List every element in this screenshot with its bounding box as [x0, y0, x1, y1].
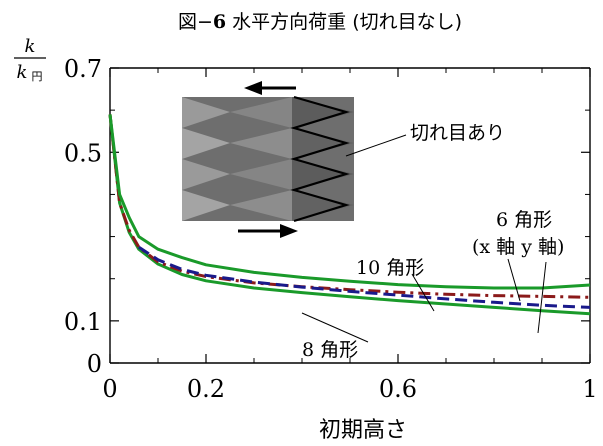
inset-illustration	[182, 81, 354, 238]
inset-fold-light-2	[182, 128, 230, 159]
y-tick-label: 0.1	[64, 308, 102, 336]
leader-6-right	[537, 261, 547, 334]
y-label-subscript: 円	[32, 70, 43, 83]
inset-fold-light-3	[182, 159, 230, 190]
y-label-denominator: k	[17, 62, 28, 83]
annotation-10: 10 角形	[356, 257, 424, 279]
ticks	[109, 67, 591, 364]
annotation-axes: (x 軸 y 軸)	[472, 236, 564, 258]
inset-fold-dark-4	[292, 190, 354, 221]
x-tick-label: 0	[102, 375, 117, 403]
inset-fold-dark-3	[292, 159, 354, 190]
series-line-s6x	[108, 114, 591, 290]
inset-fold-light-4	[182, 190, 230, 221]
series-line-s6y	[137, 245, 591, 309]
y-tick-label: 0	[87, 350, 102, 378]
y-label-numerator: k	[25, 36, 36, 57]
inset-fold-mid-3	[230, 159, 292, 190]
inset-fold-mid-2	[230, 128, 292, 159]
x-tick-label: 0.6	[379, 375, 417, 403]
leader-6-left	[507, 258, 521, 302]
annotation-6: 6 角形	[496, 209, 552, 231]
inset-fold-mid-4	[230, 190, 292, 221]
chart-title: 図−6 水平方向荷重 (切れ目なし)	[178, 11, 462, 33]
y-tick-label: 0.7	[64, 55, 102, 83]
inset-zigzag-line	[290, 95, 350, 223]
plot-series	[108, 114, 591, 316]
leader-cut	[345, 134, 407, 157]
x-tick-label: 0.2	[187, 375, 225, 403]
inset-fold-dark-2	[292, 128, 354, 159]
annotation-cut: 切れ目あり	[410, 122, 505, 144]
inset-arrow-top-head	[244, 81, 262, 95]
x-tick-label: 1	[582, 375, 597, 403]
tick-labels: 0 0.1 0.5 0.7 0 0.2 0.6 1	[64, 55, 598, 403]
y-tick-label: 0.5	[64, 139, 102, 167]
inset-fold-light-1	[182, 97, 230, 128]
y-axis-label: k k 円	[14, 36, 46, 83]
annotation-leaders	[301, 134, 547, 343]
inset-fold-dark-1	[292, 97, 354, 128]
series-line-s10	[108, 114, 591, 299]
leader-8	[301, 312, 369, 343]
x-axis-label: 初期高さ	[319, 418, 407, 443]
inset-arrow-bottom-head	[280, 224, 298, 238]
inset-fold-mid-1	[230, 97, 292, 128]
annotation-8: 8 角形	[302, 339, 358, 361]
leader-10	[411, 273, 435, 312]
